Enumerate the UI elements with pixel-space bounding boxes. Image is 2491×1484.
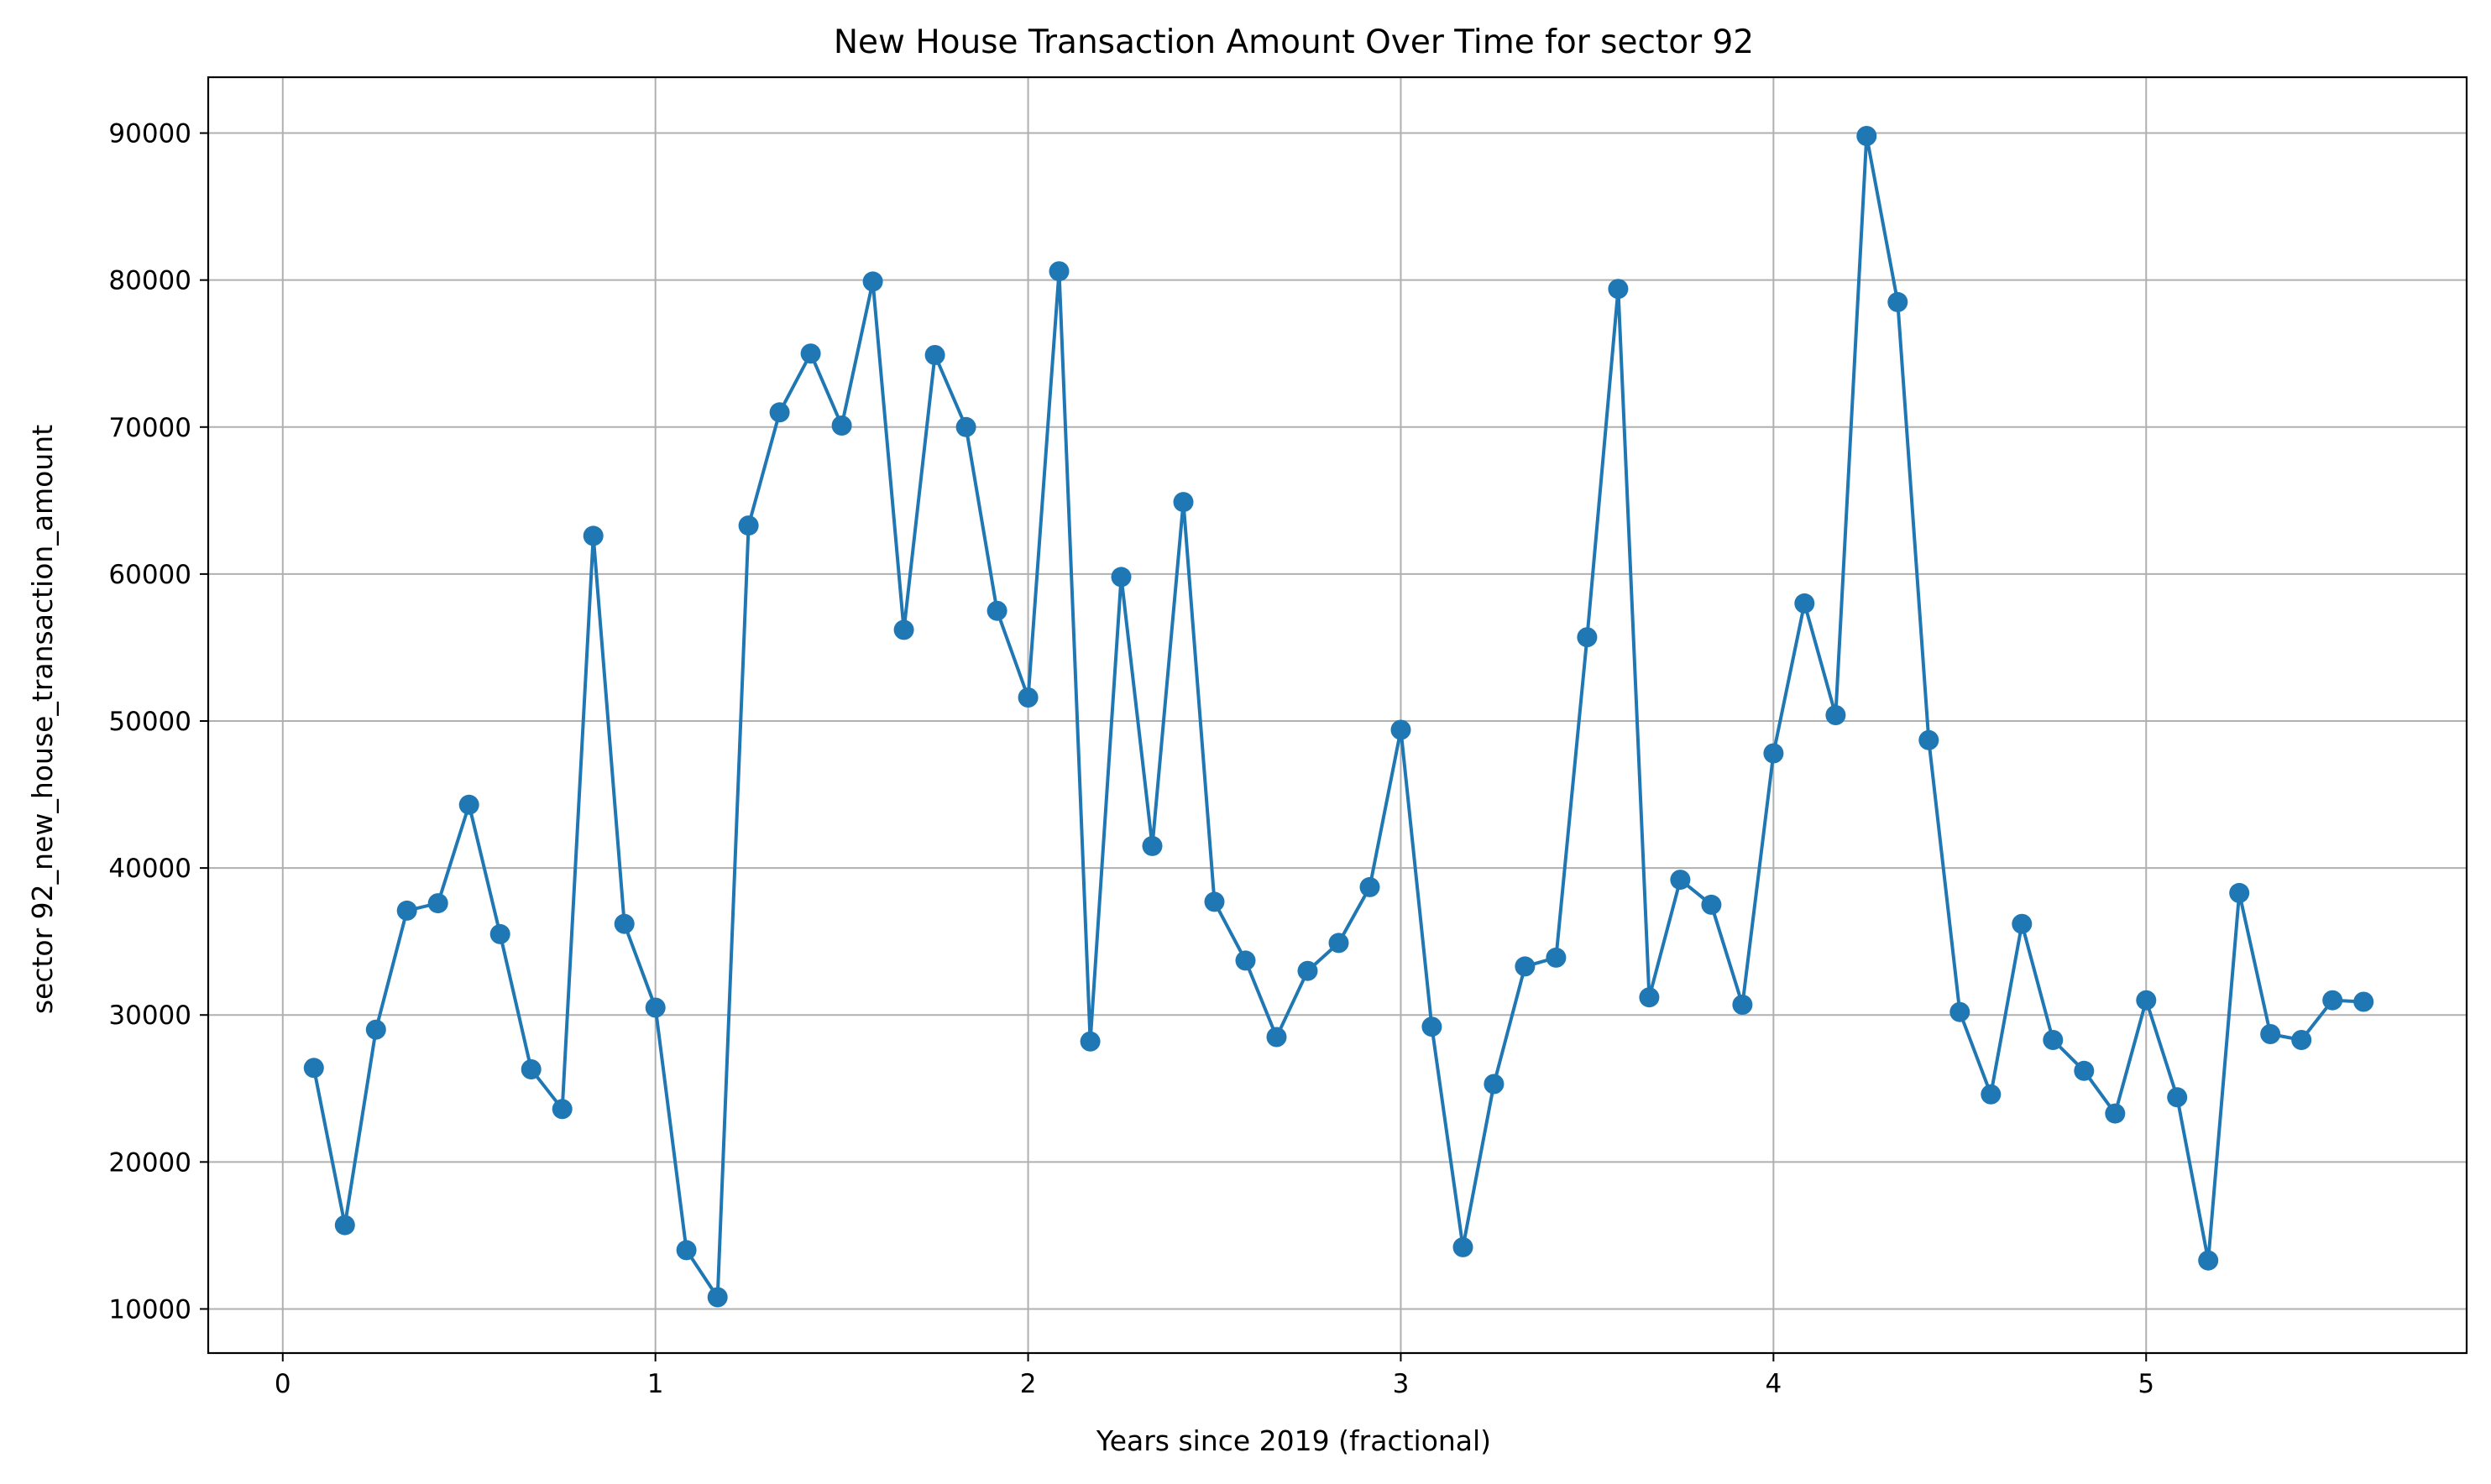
data-point <box>862 271 883 292</box>
y-tick-label: 30000 <box>108 1001 191 1031</box>
data-point <box>1359 876 1380 897</box>
data-point <box>800 343 821 364</box>
data-point <box>831 415 852 436</box>
data-point <box>1981 1084 2002 1105</box>
x-tick-label: 2 <box>1020 1369 1037 1399</box>
y-tick-label: 20000 <box>108 1147 191 1178</box>
plot-frame <box>207 76 2468 1355</box>
data-point <box>893 619 914 640</box>
data-point <box>552 1099 573 1120</box>
data-point <box>2074 1060 2095 1081</box>
data-point <box>1142 835 1163 856</box>
data-point <box>1639 987 1660 1008</box>
y-tick-label: 60000 <box>108 560 191 590</box>
chart-title: New House Transaction Amount Over Time f… <box>834 24 1754 61</box>
data-point <box>2229 882 2250 903</box>
data-point <box>1701 894 1722 915</box>
y-tick-label: 80000 <box>108 266 191 296</box>
data-point <box>738 515 759 536</box>
data-point <box>334 1215 355 1236</box>
data-point <box>1390 719 1411 740</box>
data-point <box>986 600 1007 621</box>
data-point <box>1856 126 1877 146</box>
data-point <box>1577 627 1598 648</box>
data-point <box>707 1287 728 1308</box>
data-point <box>645 997 666 1018</box>
x-tick-label: 1 <box>647 1369 664 1399</box>
data-point <box>1794 593 1815 614</box>
y-axis-label: sector 92_new_house_transaction_amount <box>26 425 59 1014</box>
data-point <box>489 923 510 944</box>
data-point <box>365 1019 386 1040</box>
data-point <box>1825 705 1846 725</box>
y-tick-label: 10000 <box>108 1294 191 1325</box>
data-point <box>2167 1087 2188 1108</box>
data-point <box>427 893 448 914</box>
data-point <box>2260 1024 2281 1044</box>
data-point <box>1173 492 1194 513</box>
data-point <box>1732 995 1753 1015</box>
data-point <box>955 416 976 437</box>
data-point <box>2043 1030 2064 1050</box>
data-point <box>924 345 945 365</box>
x-tick-label: 3 <box>1393 1369 1410 1399</box>
y-tick-label: 40000 <box>108 854 191 884</box>
data-point <box>2198 1250 2219 1271</box>
data-point <box>1080 1031 1101 1052</box>
data-point <box>583 525 604 546</box>
data-point <box>1949 1001 1970 1022</box>
data-point <box>1546 947 1567 968</box>
data-point <box>1763 743 1784 764</box>
y-tick-label: 50000 <box>108 707 191 737</box>
data-point <box>1111 567 1132 588</box>
data-point <box>2353 991 2374 1012</box>
y-axis-ticks: 10000 20000 30000 40000 50000 60000 70000 80000… <box>108 119 208 1325</box>
data-point <box>2322 990 2343 1011</box>
x-tick-label: 4 <box>1765 1369 1782 1399</box>
data-point <box>1018 687 1039 708</box>
data-point <box>1049 261 1070 282</box>
data-point <box>614 913 635 934</box>
data-point <box>1204 891 1225 912</box>
data-point <box>1235 950 1256 971</box>
data-point <box>1266 1027 1287 1048</box>
x-axis-label: Years since 2019 (fractional) <box>1096 1424 1491 1457</box>
data-point <box>1515 956 1536 977</box>
data-point <box>1421 1016 1442 1037</box>
data-point <box>458 794 479 815</box>
data-point <box>1452 1236 1473 1257</box>
data-point <box>521 1059 542 1079</box>
data-point <box>2105 1103 2126 1124</box>
data-point <box>676 1240 697 1261</box>
y-tick-label: 90000 <box>108 119 191 149</box>
data-point <box>1608 279 1629 300</box>
data-point <box>769 402 790 423</box>
data-point <box>2136 990 2157 1011</box>
x-tick-label: 0 <box>275 1369 291 1399</box>
x-tick-label: 5 <box>2138 1369 2154 1399</box>
data-point <box>1918 729 1939 750</box>
data-point <box>2291 1030 2312 1050</box>
data-point <box>1887 291 1908 312</box>
data-point <box>2012 913 2033 934</box>
data-point <box>396 900 417 921</box>
y-tick-label: 70000 <box>108 413 191 443</box>
data-points <box>303 126 2374 1308</box>
data-point <box>303 1058 324 1079</box>
data-point <box>1328 933 1349 954</box>
data-point <box>1670 870 1691 891</box>
x-axis-ticks: 0 1 2 3 4 5 <box>275 1353 2154 1399</box>
data-point <box>1297 960 1318 981</box>
data-point <box>1484 1074 1505 1095</box>
